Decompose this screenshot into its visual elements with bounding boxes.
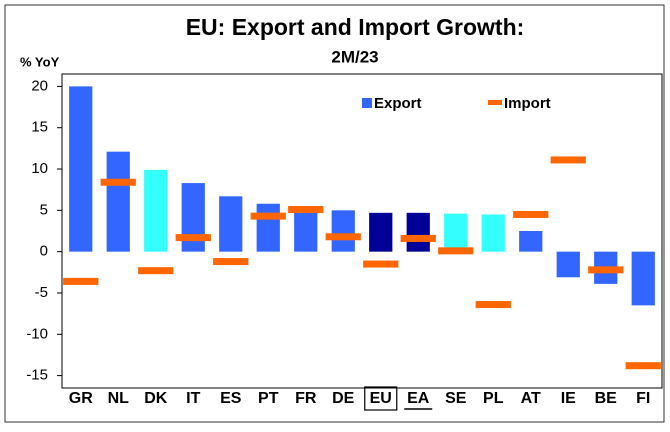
- x-tick-label: ES: [220, 390, 242, 407]
- x-tick-label: EU: [370, 390, 392, 407]
- legend-label: Export: [374, 95, 422, 112]
- x-tick-label: DE: [332, 390, 355, 407]
- bar: [144, 169, 168, 252]
- x-tick-label: NL: [108, 390, 130, 407]
- x-tick-label: IT: [186, 390, 200, 407]
- bar: [106, 151, 130, 252]
- import-marker: [550, 156, 586, 164]
- legend-swatch: [488, 100, 502, 105]
- x-tick-label: FI: [636, 390, 650, 407]
- x-tick-label: GR: [69, 390, 93, 407]
- import-marker: [325, 233, 361, 241]
- import-marker: [625, 362, 661, 370]
- bar: [406, 212, 430, 252]
- chart-subtitle: 2M/23: [331, 47, 378, 66]
- legend-label: Import: [504, 95, 551, 112]
- x-tick-label: PL: [483, 390, 504, 407]
- label-box: [364, 386, 398, 411]
- y-tick-label: 10: [31, 160, 48, 177]
- x-tick-label: DK: [144, 390, 168, 407]
- plot-area: [61, 73, 663, 389]
- import-marker: [588, 266, 624, 274]
- import-marker: [175, 234, 211, 242]
- bar: [519, 231, 543, 252]
- import-marker: [100, 178, 136, 186]
- y-tick-label: 20: [31, 77, 48, 94]
- bar: [69, 86, 93, 252]
- bar: [331, 210, 355, 252]
- x-tick-label: PT: [258, 390, 279, 407]
- y-tick-label: 5: [40, 201, 48, 218]
- bar: [556, 251, 580, 278]
- y-tick-label: -10: [26, 325, 48, 342]
- bar: [481, 214, 505, 252]
- bar: [219, 196, 243, 252]
- import-marker: [213, 258, 249, 266]
- x-tick-label: BE: [595, 390, 618, 407]
- import-marker: [363, 260, 399, 268]
- x-tick-label: AT: [521, 390, 541, 407]
- x-tick-label: FR: [295, 390, 317, 407]
- import-marker: [63, 277, 99, 285]
- y-tick-label: -15: [26, 367, 48, 384]
- x-tick-label: SE: [445, 390, 467, 407]
- y-tick-label: 15: [31, 119, 48, 136]
- import-marker: [475, 301, 511, 309]
- bar: [256, 203, 280, 252]
- import-marker: [513, 210, 549, 218]
- import-marker: [288, 206, 324, 214]
- bar: [181, 183, 205, 252]
- chart-title: EU: Export and Import Growth:: [186, 14, 525, 40]
- import-marker: [400, 234, 436, 242]
- legend-swatch: [362, 98, 372, 108]
- y-axis-label: % YoY: [20, 54, 60, 69]
- bar: [631, 251, 655, 306]
- bar: [444, 213, 468, 252]
- y-tick-label: -5: [35, 284, 48, 301]
- x-tick-label: IE: [561, 390, 576, 407]
- x-tick-label: EA: [407, 390, 430, 407]
- bar: [369, 212, 393, 252]
- bar: [294, 210, 318, 252]
- import-marker: [438, 247, 474, 255]
- y-tick-label: 0: [40, 243, 48, 260]
- import-marker: [250, 212, 286, 220]
- import-marker: [138, 267, 174, 275]
